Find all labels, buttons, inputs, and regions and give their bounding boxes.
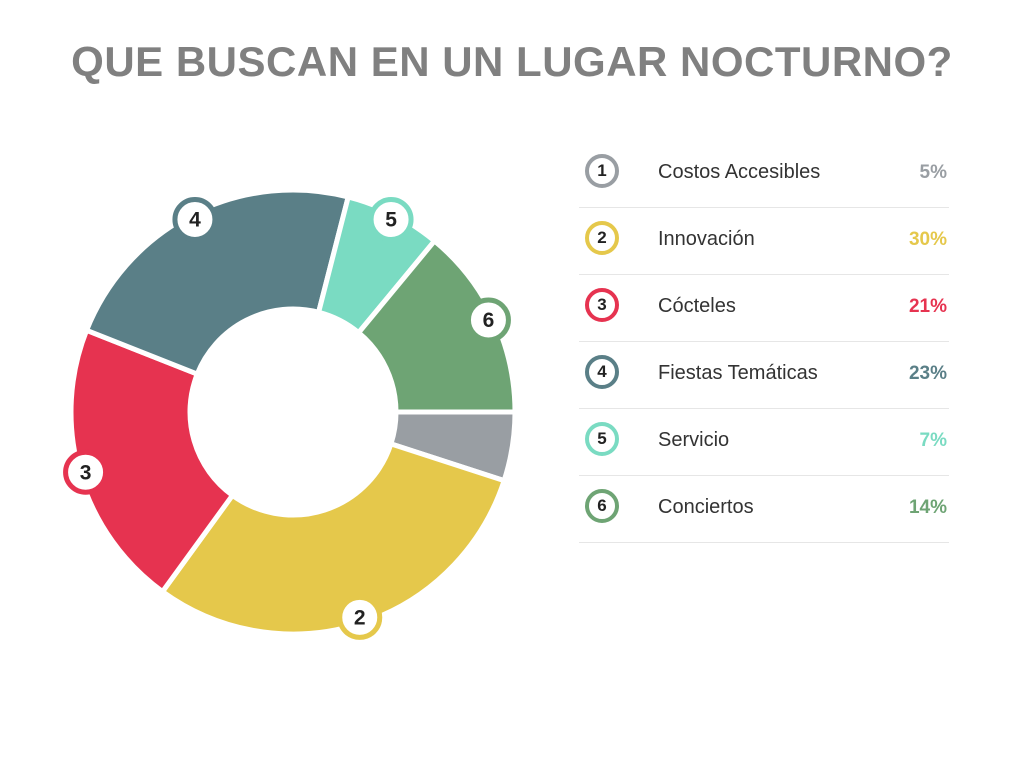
- legend-value: 5%: [919, 162, 947, 183]
- donut-badge-number: 3: [80, 461, 92, 484]
- page-title: QUE BUSCAN EN UN LUGAR NOCTURNO?: [71, 38, 953, 85]
- legend-value: 30%: [908, 229, 947, 250]
- legend-label: Costos Accesibles: [658, 161, 821, 183]
- legend-number-badge: 6: [585, 489, 619, 523]
- legend-value: 21%: [908, 296, 947, 317]
- donut-badge-ring: [172, 197, 218, 243]
- donut-badge-number: 5: [385, 209, 397, 232]
- legend-item-4: 4 Fiestas Temáticas 23%: [579, 342, 949, 409]
- donut-badge-5: 5: [368, 197, 414, 243]
- donut-slice-2: [160, 441, 507, 637]
- chart-legend: 1 Costos Accesibles 5% 2 Innovación 30% 3 Cócte…: [579, 141, 949, 543]
- donut-slice-4: [84, 187, 351, 377]
- donut-badges: 2 3 4 5 6: [63, 197, 511, 640]
- donut-badge-3: 3: [63, 449, 109, 495]
- legend-value: 14%: [908, 497, 947, 518]
- legend-value: 7%: [919, 430, 947, 451]
- donut-badge-ring: [368, 197, 414, 243]
- donut-slices: [68, 187, 518, 637]
- legend-number-badge: 2: [585, 221, 619, 255]
- legend-item-5: 5 Servicio 7%: [579, 409, 949, 476]
- legend-number-badge: 3: [585, 288, 619, 322]
- legend-label: Conciertos: [658, 496, 754, 518]
- legend-number-badge: 4: [585, 355, 619, 389]
- legend-label: Innovación: [658, 228, 755, 250]
- legend-item-6: 6 Conciertos 14%: [579, 476, 949, 543]
- donut-badge-ring: [337, 594, 383, 640]
- donut-badge-number: 2: [354, 606, 366, 629]
- donut-badge-number: 6: [483, 309, 495, 332]
- donut-badge-ring: [63, 449, 109, 495]
- donut-badge-2: 2: [337, 594, 383, 640]
- legend-label: Servicio: [658, 429, 730, 451]
- donut-badge-6: 6: [465, 297, 511, 343]
- donut-badge-number: 4: [189, 209, 201, 232]
- donut-badge-ring: [465, 297, 511, 343]
- legend-value: 23%: [908, 363, 947, 384]
- donut-slice-6: [356, 238, 518, 415]
- legend-number-badge: 5: [585, 422, 619, 456]
- legend-item-3: 3 Cócteles 21%: [579, 275, 949, 342]
- donut-badge-4: 4: [172, 197, 218, 243]
- donut-slice-3: [68, 327, 235, 595]
- legend-item-2: 2 Innovación 30%: [579, 208, 949, 275]
- legend-label: Fiestas Temáticas: [658, 362, 818, 384]
- legend-label: Cócteles: [658, 295, 736, 317]
- legend-number-badge: 1: [585, 154, 619, 188]
- legend-item-1: 1 Costos Accesibles 5%: [579, 141, 949, 208]
